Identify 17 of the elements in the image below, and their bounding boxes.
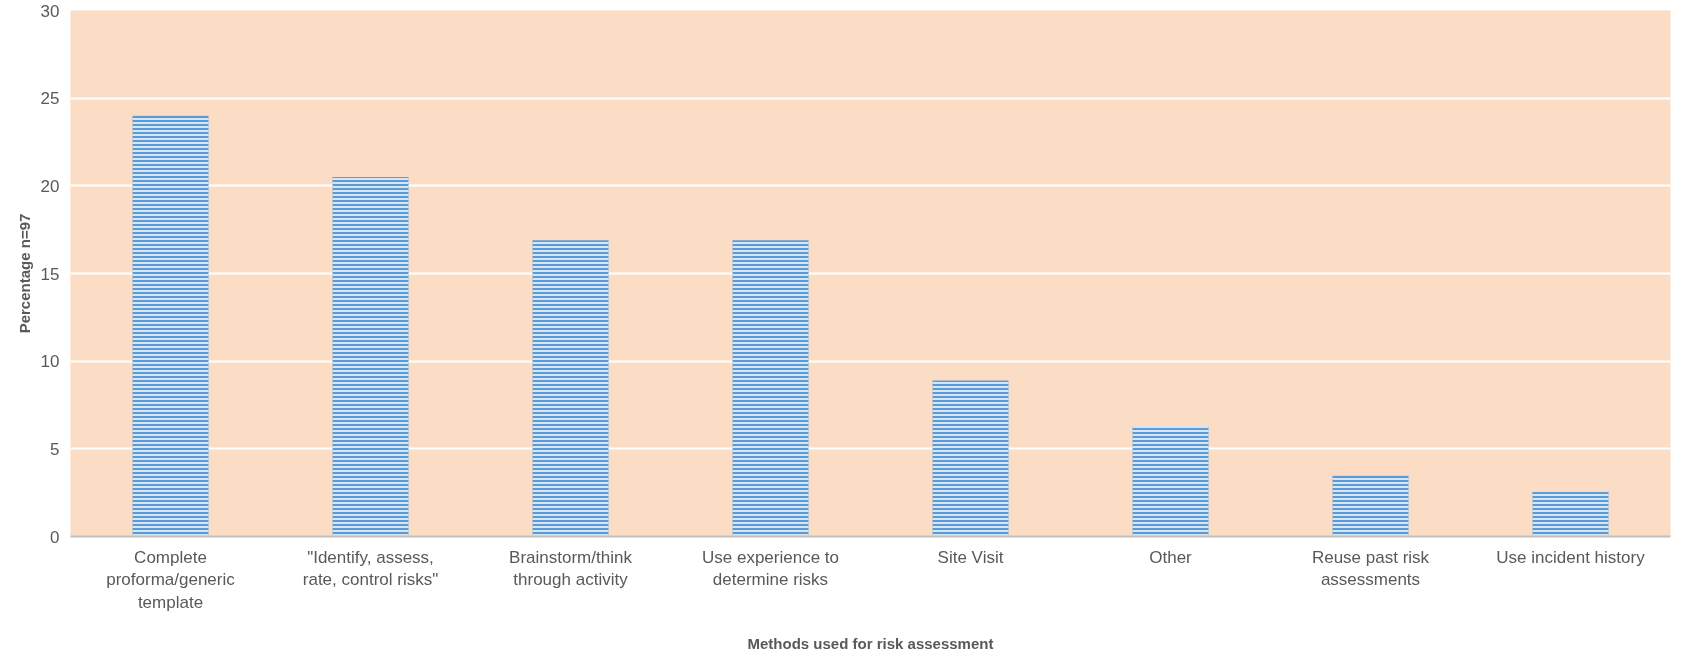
- x-tick-label: Complete proforma/generic template: [106, 547, 236, 613]
- y-tick-label: 0: [50, 527, 60, 547]
- y-axis-title: Percentage n=97: [15, 213, 33, 334]
- x-tick-label: Site Visit: [937, 547, 1004, 567]
- x-tick-label: Other: [1149, 547, 1193, 567]
- x-tick-label: Use incident history: [1496, 547, 1646, 567]
- x-axis-title: Methods used for risk assessment: [747, 635, 994, 653]
- y-tick-label: 15: [40, 264, 60, 284]
- x-tick-label: Use experience to determine risks: [701, 547, 840, 590]
- y-tick-label: 30: [40, 1, 60, 21]
- x-tick-label: Brainstorm/think through activity: [509, 547, 633, 590]
- y-tick-label: 5: [50, 439, 60, 459]
- y-tick-label: 10: [40, 352, 60, 372]
- x-tick-label: "Identify, assess, rate, control risks": [302, 547, 439, 590]
- y-tick-label: 20: [40, 176, 60, 196]
- x-tick-label: Reuse past risk assessments: [1311, 547, 1430, 590]
- y-tick-label: 25: [40, 89, 60, 109]
